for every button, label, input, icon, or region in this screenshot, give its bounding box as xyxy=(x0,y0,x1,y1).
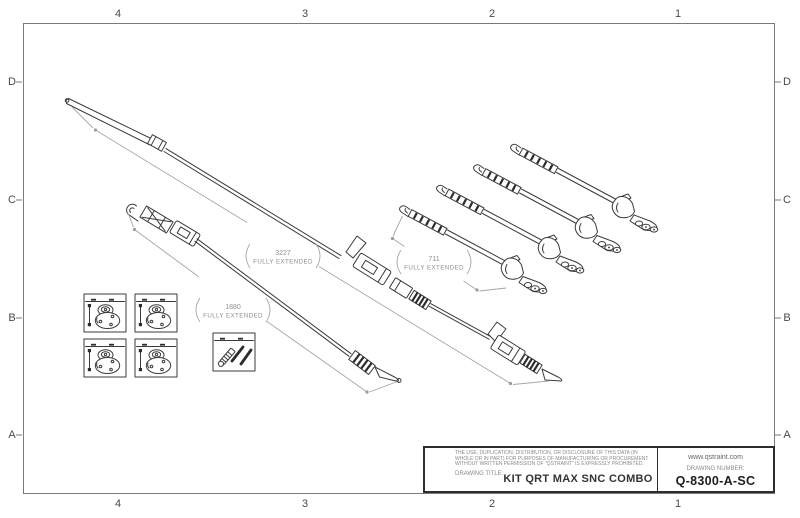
dimension-3227: 3227 FULLY EXTENDED xyxy=(71,106,550,386)
legal-notice: THE USE, DUPLICATION, DISTRIBUTION, OR D… xyxy=(455,450,650,468)
dim-711-value: 711 xyxy=(428,256,439,263)
dim-3227-value: 3227 xyxy=(275,250,291,257)
drawing-number: Q-8300-A-SC xyxy=(675,474,756,488)
legal-line-3: WITHOUT WRITTEN PERMISSION OF "QSTRAINT"… xyxy=(455,461,644,468)
title-block: THE USE, DUPLICATION, DISTRIBUTION, OR D… xyxy=(423,446,775,493)
dimension-1880: 1880 FULLY EXTENDED xyxy=(127,212,398,394)
strap-1880 xyxy=(126,203,402,383)
anchor-fitting-box-1 xyxy=(83,293,127,333)
border-ticks-left xyxy=(16,81,22,436)
grid-label-left-d: D xyxy=(8,76,16,88)
title-block-right: www.qstraint.com DRAWING NUMBER: Q-8300-… xyxy=(658,448,773,491)
drawing-number-label: DRAWING NUMBER: xyxy=(686,466,745,472)
title-block-divider xyxy=(657,448,658,491)
dim-1880-note: FULLY EXTENDED xyxy=(203,313,263,320)
grid-label-right-d: D xyxy=(783,76,791,88)
retractor-strap-4 xyxy=(398,204,548,295)
grid-label-right-b: B xyxy=(783,312,791,324)
dimension-711: 711 FULLY EXTENDED xyxy=(390,215,507,292)
anchor-fitting-box-4 xyxy=(134,338,178,378)
border-ticks-right xyxy=(775,81,781,436)
grid-label-left-b: B xyxy=(8,312,16,324)
website-text: www.qstraint.com xyxy=(688,454,743,461)
grid-label-right-c: C xyxy=(783,194,791,206)
grid-label-bottom-4: 4 xyxy=(114,498,122,510)
grid-label-bottom-1: 1 xyxy=(674,498,682,510)
drawing-border xyxy=(23,23,775,494)
drawing-title-label: DRAWING TITLE: xyxy=(455,471,504,477)
strap-3227 xyxy=(64,98,563,382)
dim-1880-value: 1880 xyxy=(225,304,241,311)
legal-line-2: WHOLE OR IN PART) FOR PURPOSES OF MANUFA… xyxy=(455,455,649,462)
grid-label-top-4: 4 xyxy=(114,8,122,20)
grid-label-top-2: 2 xyxy=(488,8,496,20)
grid-label-top-1: 1 xyxy=(674,8,682,20)
dim-3227-note: FULLY EXTENDED xyxy=(253,259,313,266)
grid-label-bottom-3: 3 xyxy=(301,498,309,510)
hardware-screws-box xyxy=(211,331,257,373)
grid-label-left-c: C xyxy=(8,194,16,206)
grid-label-bottom-2: 2 xyxy=(488,498,496,510)
anchor-fitting-box-2 xyxy=(134,293,178,333)
drawing-title: KIT QRT MAX SNC COMBO xyxy=(503,473,653,485)
legal-line-1: THE USE, DUPLICATION, DISTRIBUTION, OR D… xyxy=(455,450,638,456)
grid-label-right-a: A xyxy=(783,429,791,441)
grid-label-left-a: A xyxy=(8,429,16,441)
grid-label-top-3: 3 xyxy=(301,8,309,20)
dim-711-note: FULLY EXTENDED xyxy=(404,265,464,272)
anchor-fitting-box-3 xyxy=(83,338,127,378)
